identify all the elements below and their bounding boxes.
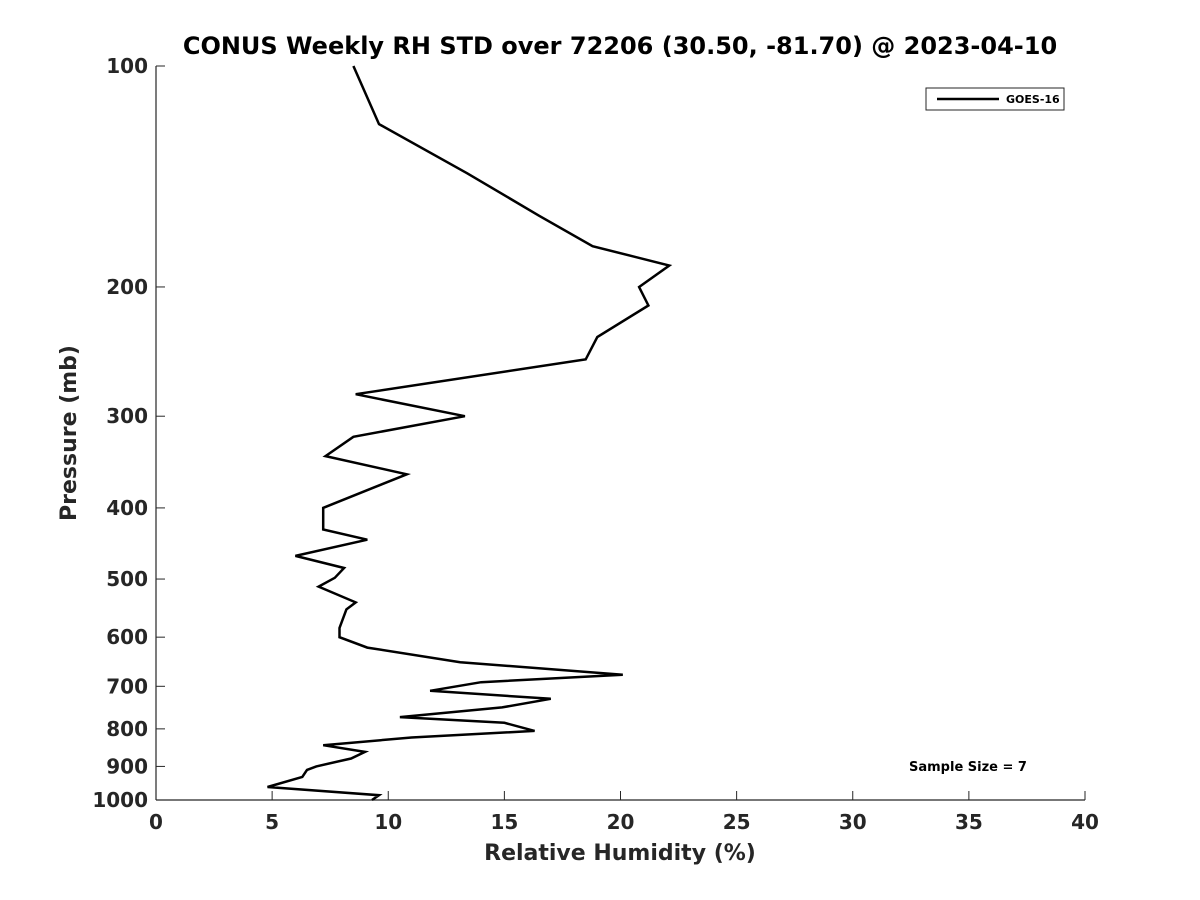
y-tick-label: 400 xyxy=(106,496,148,520)
series-line-goes-16 xyxy=(267,65,673,802)
y-tick-label: 200 xyxy=(106,275,148,299)
y-tick-label: 800 xyxy=(106,717,148,741)
x-tick-label: 25 xyxy=(723,810,751,834)
sample-size-annotation: Sample Size = 7 xyxy=(909,760,1027,775)
x-tick-label: 35 xyxy=(955,810,983,834)
x-tick-label: 10 xyxy=(374,810,402,834)
y-tick-label: 500 xyxy=(106,567,148,591)
y-tick-label: 1000 xyxy=(92,788,148,812)
x-tick-label: 0 xyxy=(149,810,163,834)
y-tick-label: 100 xyxy=(106,54,148,78)
legend-label-goes-16: GOES-16 xyxy=(1006,93,1060,106)
series-layer xyxy=(267,65,673,802)
y-tick-label: 600 xyxy=(106,625,148,649)
y-ticks: 100 200 300 400 500 600 700 800 900 1000 xyxy=(92,54,165,812)
x-axis-label: Relative Humidity (%) xyxy=(484,841,756,866)
x-tick-label: 15 xyxy=(490,810,518,834)
x-tick-label: 30 xyxy=(839,810,867,834)
legend: GOES-16 xyxy=(925,87,1065,111)
y-tick-label: 700 xyxy=(106,674,148,698)
chart-title: CONUS Weekly RH STD over 72206 (30.50, -… xyxy=(183,32,1057,60)
x-tick-label: 5 xyxy=(265,810,279,834)
y-axis-label: Pressure (mb) xyxy=(57,345,82,521)
x-tick-label: 40 xyxy=(1071,810,1099,834)
x-ticks: 0 5 10 15 20 25 30 35 40 xyxy=(149,791,1099,834)
y-tick-label: 900 xyxy=(106,754,148,778)
x-tick-label: 20 xyxy=(607,810,635,834)
y-tick-label: 300 xyxy=(106,404,148,428)
